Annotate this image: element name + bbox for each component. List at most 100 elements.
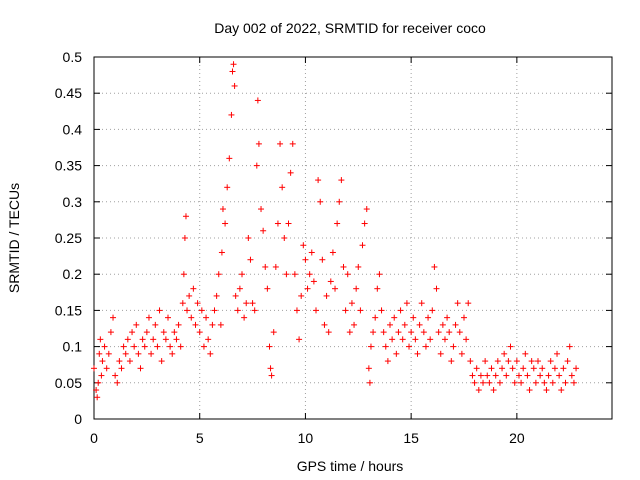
data-point [270, 329, 277, 336]
data-point [296, 336, 303, 343]
data-point [433, 285, 440, 292]
data-point [285, 220, 292, 227]
data-point [549, 379, 556, 386]
x-tick-label: 20 [509, 430, 525, 446]
data-point [319, 256, 326, 263]
data-point [458, 350, 465, 357]
data-point [484, 372, 491, 379]
data-point [505, 358, 512, 365]
data-point [365, 365, 372, 372]
data-point [122, 350, 129, 357]
data-point [429, 307, 436, 314]
x-tick-label: 5 [196, 430, 204, 446]
data-point [137, 365, 144, 372]
y-tick-label: 0.2 [63, 266, 83, 282]
data-point [518, 379, 525, 386]
data-point [395, 329, 402, 336]
data-point [94, 394, 101, 401]
data-point [441, 336, 448, 343]
data-point [234, 307, 241, 314]
data-point [545, 372, 552, 379]
data-point [209, 321, 216, 328]
data-point [196, 329, 203, 336]
data-point [321, 321, 328, 328]
x-axis-label: GPS time / hours [297, 458, 404, 474]
data-point [323, 292, 330, 299]
data-point [107, 329, 114, 336]
data-point [182, 213, 189, 220]
data-point [310, 278, 317, 285]
data-point [217, 321, 224, 328]
data-point [454, 300, 461, 307]
data-point [96, 350, 103, 357]
data-point [348, 300, 355, 307]
data-point [509, 365, 516, 372]
data-point [543, 387, 550, 394]
y-tick-label: 0.45 [55, 85, 82, 101]
x-tick-label: 0 [90, 430, 98, 446]
data-point [180, 271, 187, 278]
data-point [427, 336, 434, 343]
data-point [410, 314, 417, 321]
data-point [480, 379, 487, 386]
data-point [412, 336, 419, 343]
data-point [231, 82, 238, 89]
data-point [268, 372, 275, 379]
data-point [435, 329, 442, 336]
data-point [200, 343, 207, 350]
data-point [306, 271, 313, 278]
data-point [532, 379, 539, 386]
data-point [219, 206, 226, 213]
data-point [266, 343, 273, 350]
data-point [156, 307, 163, 314]
data-point [148, 350, 155, 357]
data-point [342, 307, 349, 314]
data-point [520, 365, 527, 372]
data-point [450, 343, 457, 350]
data-point [499, 365, 506, 372]
data-point [97, 336, 104, 343]
data-point [190, 285, 197, 292]
data-point [162, 336, 169, 343]
data-point [222, 220, 229, 227]
data-point [374, 285, 381, 292]
data-point [247, 256, 254, 263]
data-point [192, 321, 199, 328]
data-point [361, 220, 368, 227]
data-point [488, 365, 495, 372]
data-point [431, 263, 438, 270]
y-tick-label: 0 [74, 411, 82, 427]
data-point [372, 314, 379, 321]
data-point [181, 235, 188, 241]
y-tick-label: 0.4 [63, 121, 83, 137]
data-point [141, 343, 148, 350]
data-point [298, 292, 305, 299]
data-point [446, 329, 453, 336]
data-points [91, 61, 580, 401]
data-point [558, 387, 565, 394]
data-point [501, 350, 508, 357]
data-point [258, 206, 265, 213]
data-point [291, 271, 298, 278]
x-tick-label: 10 [298, 430, 314, 446]
y-axis-label: SRMTID / TECUs [6, 183, 22, 293]
data-point [366, 379, 373, 386]
data-point [228, 111, 235, 118]
data-point [99, 358, 106, 365]
data-point [124, 336, 131, 343]
data-point [110, 314, 117, 321]
data-point [169, 350, 176, 357]
data-point [562, 379, 569, 386]
data-point [230, 61, 237, 68]
data-point [414, 350, 421, 357]
data-point [573, 365, 580, 372]
data-point [537, 372, 544, 379]
data-point [236, 285, 243, 292]
grid-layer [94, 57, 612, 419]
data-point [325, 329, 332, 336]
data-point [173, 336, 180, 343]
data-point [229, 68, 236, 75]
data-point [93, 387, 100, 394]
y-tick-label: 0.25 [55, 230, 82, 246]
